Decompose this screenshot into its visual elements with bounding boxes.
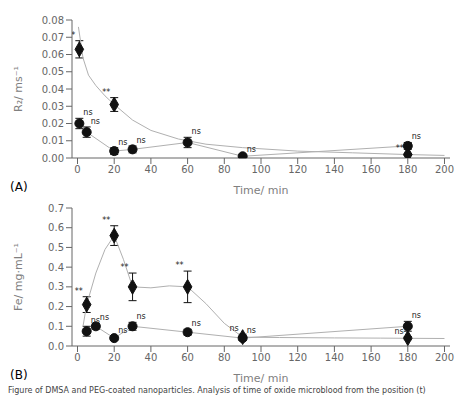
svg-text:100: 100 xyxy=(251,164,270,175)
svg-text:200: 200 xyxy=(435,352,454,363)
svg-text:180: 180 xyxy=(398,164,417,175)
svg-text:Fe/ mg·mL⁻¹: Fe/ mg·mL⁻¹ xyxy=(12,243,25,311)
svg-text:180: 180 xyxy=(398,352,417,363)
html-text:Figure of DMSA and PEG-coated: Figure of DMSA and PEG-coated nanopartic… xyxy=(8,386,426,395)
svg-text:160: 160 xyxy=(362,164,381,175)
svg-text:0.07: 0.07 xyxy=(42,32,64,43)
svg-text:**: ** xyxy=(396,144,404,153)
svg-text:0: 0 xyxy=(74,352,80,363)
svg-text:120: 120 xyxy=(288,164,307,175)
svg-text:0.06: 0.06 xyxy=(42,49,64,60)
svg-text:200: 200 xyxy=(435,164,454,175)
svg-text:ns: ns xyxy=(118,138,127,147)
svg-text:Time/ min: Time/ min xyxy=(233,184,289,196)
svg-text:0.6: 0.6 xyxy=(48,222,64,233)
html-text:(A): (A) xyxy=(10,180,28,194)
svg-text:ns: ns xyxy=(83,108,93,118)
svg-text:140: 140 xyxy=(325,164,344,175)
svg-text:ns: ns xyxy=(247,326,256,335)
svg-text:100: 100 xyxy=(251,352,270,363)
svg-text:ns: ns xyxy=(229,324,238,333)
svg-text:0.03: 0.03 xyxy=(42,101,64,112)
svg-text:**: ** xyxy=(102,216,110,225)
svg-text:ns: ns xyxy=(192,319,201,328)
svg-text:ns: ns xyxy=(91,117,100,126)
svg-text:R₂/ ms⁻¹: R₂/ ms⁻¹ xyxy=(12,66,25,112)
svg-text:**: ** xyxy=(75,287,83,296)
svg-text:0.2: 0.2 xyxy=(48,301,64,312)
svg-text:ns: ns xyxy=(100,313,109,322)
svg-text:ns: ns xyxy=(118,326,127,335)
svg-text:0.0: 0.0 xyxy=(48,341,64,352)
svg-text:ns: ns xyxy=(412,311,421,320)
svg-text:**: ** xyxy=(176,261,184,270)
svg-text:20: 20 xyxy=(108,352,121,363)
svg-text:ns: ns xyxy=(395,327,404,336)
svg-text:ns: ns xyxy=(247,145,256,154)
svg-text:0.00: 0.00 xyxy=(42,153,64,164)
svg-text:ns: ns xyxy=(91,316,100,325)
svg-text:**: ** xyxy=(121,263,129,272)
svg-text:0.5: 0.5 xyxy=(48,242,64,253)
svg-text:Time/ min: Time/ min xyxy=(233,372,289,384)
svg-text:0.3: 0.3 xyxy=(48,281,64,292)
svg-text:ns: ns xyxy=(137,136,146,145)
svg-text:140: 140 xyxy=(325,352,344,363)
svg-text:ns: ns xyxy=(412,132,421,141)
svg-text:**: ** xyxy=(102,88,110,97)
svg-text:120: 120 xyxy=(288,352,307,363)
svg-text:0.1: 0.1 xyxy=(48,321,64,332)
svg-text:ns: ns xyxy=(192,127,201,136)
svg-text:80: 80 xyxy=(218,164,231,175)
html-text:(B): (B) xyxy=(10,368,28,382)
svg-text:20: 20 xyxy=(108,164,121,175)
svg-text:**: ** xyxy=(72,31,75,40)
svg-text:ns: ns xyxy=(137,312,146,321)
svg-text:160: 160 xyxy=(362,352,381,363)
svg-text:40: 40 xyxy=(145,164,158,175)
svg-text:0.08: 0.08 xyxy=(42,15,64,26)
svg-text:0.7: 0.7 xyxy=(48,203,64,214)
svg-text:0.05: 0.05 xyxy=(42,66,64,77)
svg-text:0.01: 0.01 xyxy=(42,135,64,146)
svg-text:40: 40 xyxy=(145,352,158,363)
svg-text:0.02: 0.02 xyxy=(42,118,64,129)
svg-text:0: 0 xyxy=(74,164,80,175)
svg-text:60: 60 xyxy=(181,164,194,175)
svg-text:0.04: 0.04 xyxy=(42,84,64,95)
svg-text:0.4: 0.4 xyxy=(48,262,64,273)
svg-text:80: 80 xyxy=(218,352,231,363)
svg-text:60: 60 xyxy=(181,352,194,363)
